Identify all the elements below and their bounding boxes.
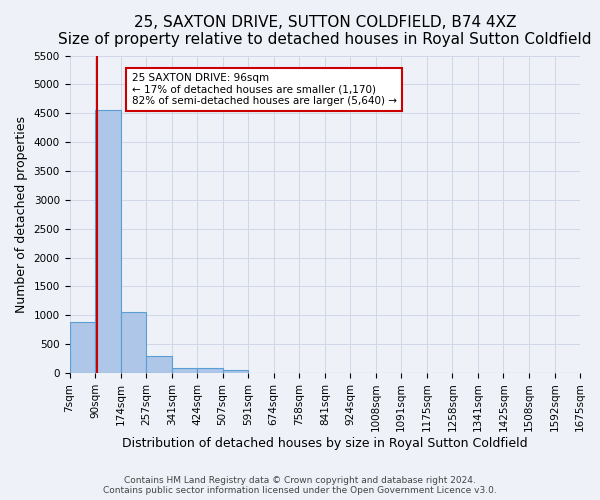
Y-axis label: Number of detached properties: Number of detached properties — [15, 116, 28, 312]
Text: Contains HM Land Registry data © Crown copyright and database right 2024.
Contai: Contains HM Land Registry data © Crown c… — [103, 476, 497, 495]
Bar — [121, 312, 146, 373]
Bar — [70, 322, 95, 373]
Bar — [95, 110, 121, 373]
Bar — [146, 356, 172, 373]
Bar — [223, 370, 248, 373]
Text: 25 SAXTON DRIVE: 96sqm
← 17% of detached houses are smaller (1,170)
82% of semi-: 25 SAXTON DRIVE: 96sqm ← 17% of detached… — [131, 73, 397, 106]
Bar — [197, 368, 223, 373]
Bar — [172, 368, 197, 373]
Title: 25, SAXTON DRIVE, SUTTON COLDFIELD, B74 4XZ
Size of property relative to detache: 25, SAXTON DRIVE, SUTTON COLDFIELD, B74 … — [58, 15, 592, 48]
X-axis label: Distribution of detached houses by size in Royal Sutton Coldfield: Distribution of detached houses by size … — [122, 437, 527, 450]
